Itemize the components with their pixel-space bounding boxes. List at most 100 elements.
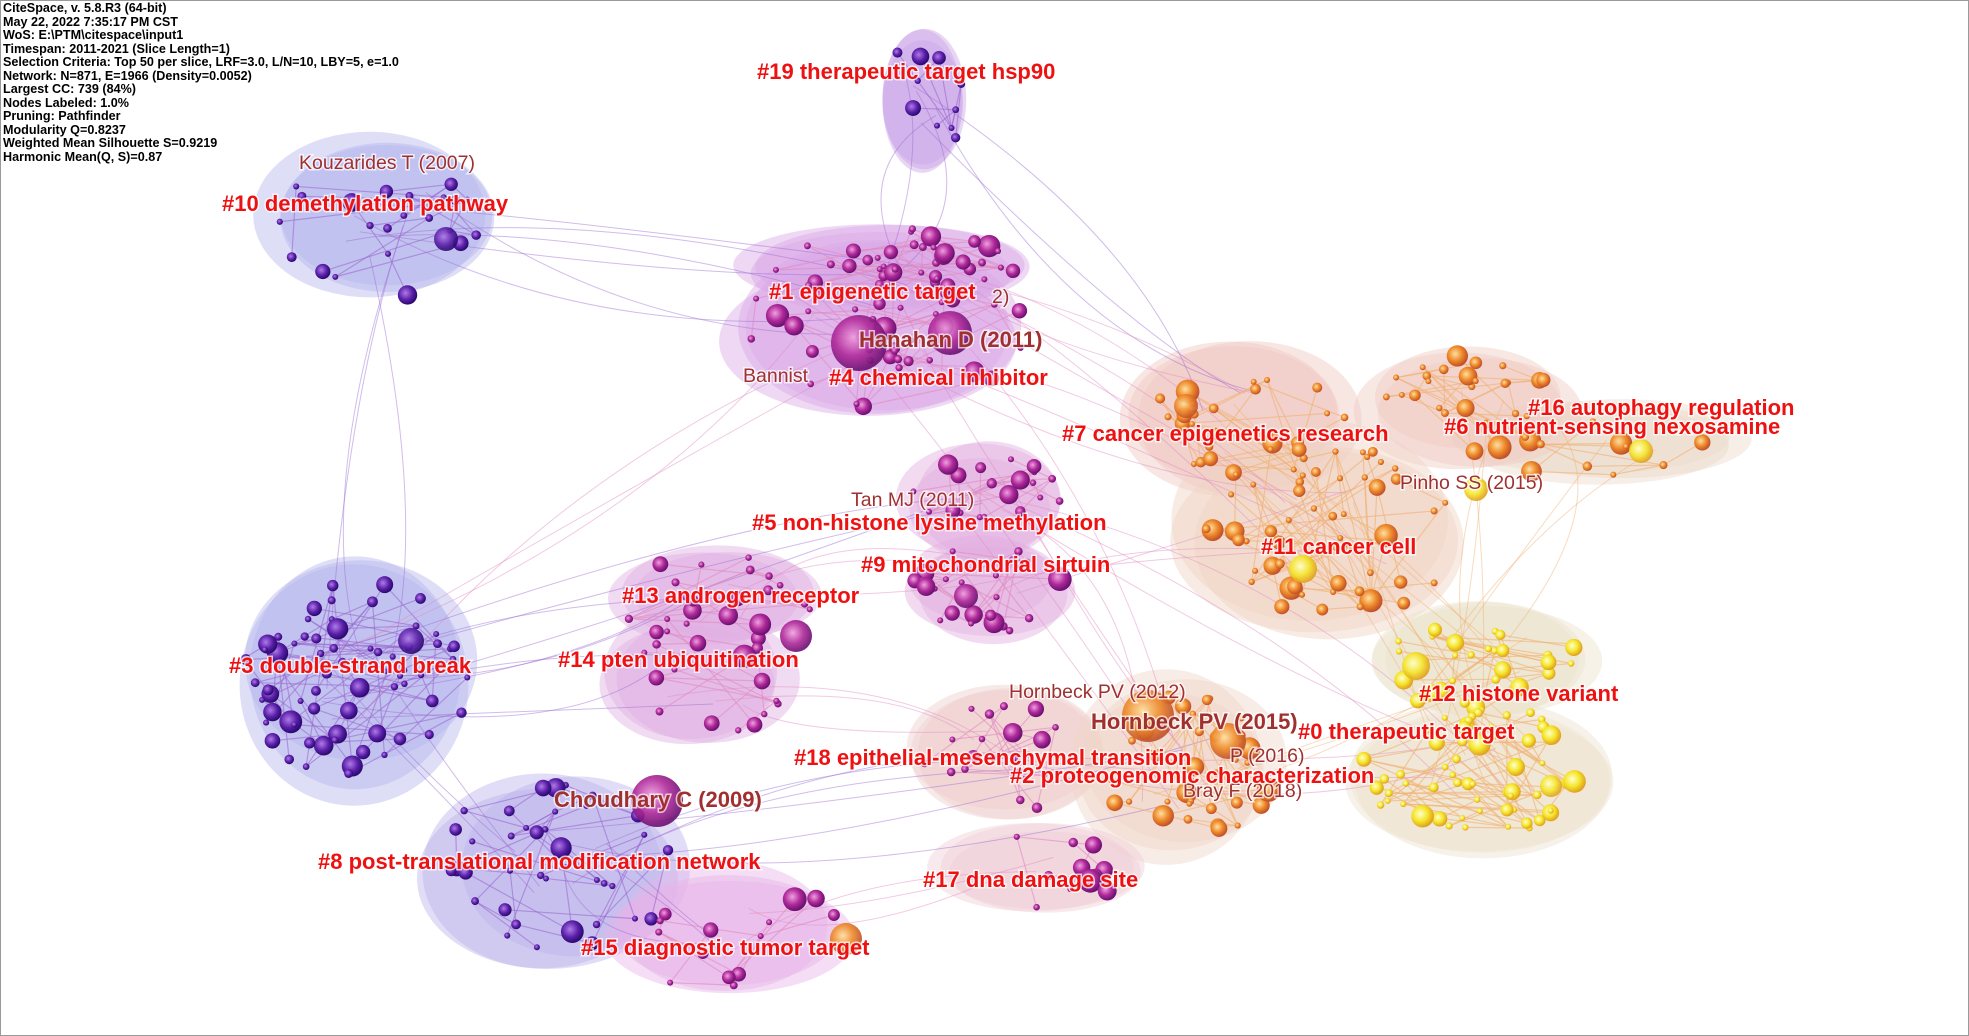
node-c0 — [1457, 720, 1471, 734]
intra-link-c10 — [443, 196, 477, 236]
node-c19 — [952, 106, 960, 114]
node-c8 — [592, 920, 601, 929]
node-c3 — [344, 768, 354, 778]
node-c13 — [806, 606, 813, 613]
node-c11 — [1274, 558, 1285, 569]
node-c3 — [373, 647, 383, 657]
node-c4 — [981, 276, 988, 283]
node-c4 — [991, 301, 998, 308]
node-c3 — [291, 640, 298, 647]
node-c11 — [1391, 465, 1399, 472]
node-c11 — [1243, 537, 1250, 545]
node-c5 — [999, 485, 1019, 505]
node-c4 — [805, 345, 819, 358]
node-c5 — [910, 488, 917, 495]
node-c8 — [533, 944, 540, 951]
node-c17 — [1068, 837, 1078, 848]
link-c3-c5 — [344, 498, 951, 655]
node-c18 — [946, 767, 956, 777]
network-info-panel: CiteSpace, v. 5.8.R3 (64-bit) May 22, 20… — [3, 1, 399, 164]
intra-link-c19 — [950, 83, 962, 129]
intra-link-c3 — [276, 652, 290, 760]
intra-link-c3 — [294, 724, 430, 736]
node-c2 — [1106, 794, 1123, 812]
intra-link-c4 — [855, 308, 944, 327]
intra-link-c5 — [960, 512, 980, 518]
intra-link-c8 — [592, 834, 645, 942]
intra-link-c0 — [1363, 758, 1508, 794]
node-c8 — [590, 938, 597, 945]
node-c15 — [721, 970, 736, 985]
node-c18 — [1021, 775, 1028, 782]
node-c0 — [1449, 771, 1457, 779]
node-c11 — [1274, 599, 1290, 615]
node-c8 — [507, 832, 515, 840]
node-c13 — [800, 600, 809, 608]
node-c2 — [1176, 782, 1198, 804]
info-line-modularity: Modularity Q=0.8237 — [3, 122, 126, 137]
node-c1 — [930, 244, 937, 251]
node-c12 — [1427, 622, 1443, 637]
intra-link-c3 — [332, 585, 353, 767]
ref-label-2: 2) — [992, 286, 1009, 308]
node-c8 — [537, 871, 545, 880]
node-c10 — [379, 184, 394, 199]
intra-link-c14 — [666, 618, 755, 726]
cluster-hull-c3 — [244, 560, 478, 761]
link-c10-c1 — [345, 227, 907, 286]
node-c11 — [1328, 511, 1338, 521]
node-c19 — [905, 100, 921, 117]
node-c3 — [327, 596, 336, 605]
link-c2-c12 — [1200, 636, 1528, 788]
node-c19 — [932, 50, 946, 65]
intra-link-c6 — [1395, 377, 1487, 425]
node-c8 — [503, 805, 515, 817]
intra-link-c2 — [1168, 697, 1239, 826]
node-c7 — [1164, 413, 1172, 421]
node-c5 — [945, 503, 961, 519]
link-c11-c0 — [1352, 502, 1434, 750]
node-c17 — [1033, 903, 1040, 911]
node-c3 — [425, 694, 439, 708]
node-c7 — [1250, 378, 1257, 385]
info-line-nodes-labeled: Nodes Labeled: 1.0% — [3, 95, 129, 110]
node-c8 — [552, 808, 559, 815]
node-c0 — [1384, 797, 1391, 804]
intra-link-c10 — [322, 230, 451, 273]
link-c15-c17 — [748, 875, 1003, 926]
intra-link-c8 — [510, 805, 587, 837]
node-c0 — [1474, 796, 1481, 803]
node-c1 — [908, 225, 917, 233]
link-c8-c18 — [595, 757, 1023, 850]
node-c16 — [1622, 443, 1630, 450]
node-c9 — [1024, 614, 1034, 623]
node-c13 — [624, 614, 634, 623]
node-c8 — [542, 875, 550, 882]
node-c3 — [329, 643, 339, 653]
node-c18 — [1011, 754, 1019, 762]
node-c1 — [918, 269, 925, 276]
intra-link-c4 — [750, 298, 757, 339]
intra-link-c11 — [1298, 449, 1346, 546]
node-c0 — [1400, 800, 1407, 808]
node-c2 — [1205, 803, 1217, 815]
intra-link-c0 — [1433, 741, 1463, 788]
intra-link-c4 — [793, 325, 864, 407]
node-c10 — [385, 250, 392, 257]
intra-link-c13 — [628, 618, 761, 626]
node-c5 — [1007, 456, 1015, 463]
intra-link-c3 — [269, 693, 336, 741]
intra-link-c2 — [1189, 762, 1248, 805]
intra-link-c8 — [554, 795, 593, 813]
node-c2 — [1174, 698, 1192, 715]
node-c8 — [600, 879, 608, 887]
node-c2 — [1186, 800, 1193, 807]
intra-link-c8 — [592, 795, 636, 919]
cluster-label-8: #8 post-translational modification netwo… — [318, 849, 761, 874]
node-c8 — [662, 844, 674, 856]
intra-link-c16 — [1531, 421, 1594, 472]
node-c11 — [1430, 579, 1438, 587]
info-line-pruning: Pruning: Pathfinder — [3, 109, 121, 123]
node-c10 — [293, 183, 300, 190]
